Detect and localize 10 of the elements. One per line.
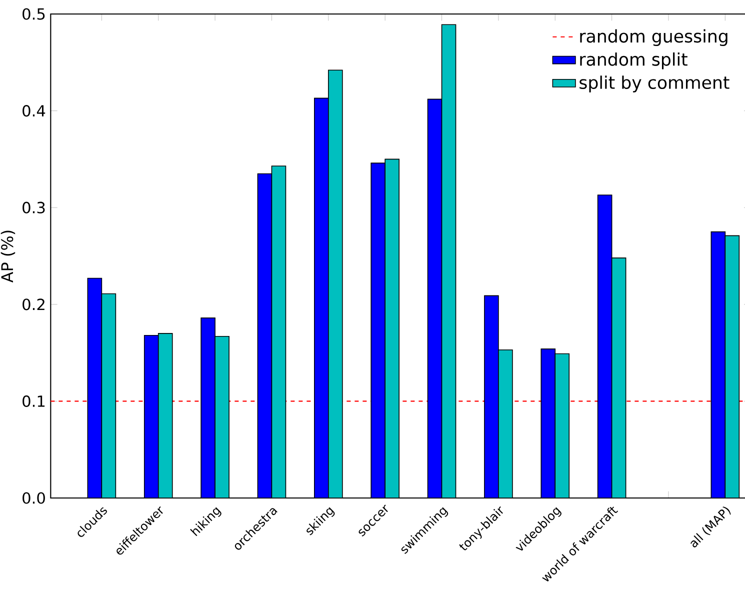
y-tick-label: 0.4 bbox=[22, 105, 46, 117]
y-tick-label: 0.5 bbox=[22, 8, 45, 20]
y-tick-label: 0.2 bbox=[22, 298, 44, 310]
y-tick-label: 0.3 bbox=[22, 202, 45, 214]
y-axis-title: AP (%) bbox=[0, 230, 16, 283]
y-tick-label: 0.1 bbox=[22, 395, 45, 407]
legend-label: random split bbox=[580, 52, 688, 70]
legend-label: random guessing bbox=[580, 29, 728, 46]
legend-label: split by comment bbox=[580, 76, 730, 92]
y-tick-label: 0.0 bbox=[22, 492, 45, 504]
